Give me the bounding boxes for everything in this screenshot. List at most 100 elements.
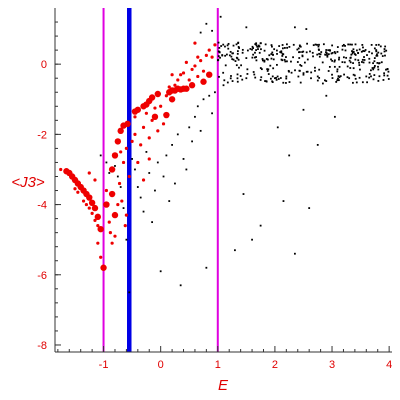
data-point [294,69,296,72]
data-point [144,111,148,115]
data-point [327,49,330,52]
data-point [257,44,260,47]
data-point [271,81,274,84]
data-point [246,49,249,52]
data-point [353,74,356,77]
data-point [373,66,376,69]
data-point [185,168,188,171]
data-point [283,58,286,61]
data-point [348,77,351,80]
data-point [270,44,273,46]
data-point [370,69,372,72]
data-point [336,70,339,73]
data-point [347,43,350,46]
data-point [222,71,225,74]
data-point [343,61,346,64]
data-point [302,72,305,75]
data-point [163,111,170,119]
data-point [302,73,305,76]
data-point [297,47,300,50]
x-tick-label: 1 [215,359,221,371]
data-point [217,59,220,61]
data-point [273,48,276,51]
data-point [279,77,282,79]
data-point [333,65,336,68]
data-point [380,52,383,55]
data-point [136,160,140,165]
data-point [108,172,111,174]
data-point [342,43,345,46]
data-point [280,50,283,53]
data-point [387,70,390,73]
data-point [292,56,294,59]
data-point [376,53,378,56]
data-point [251,56,254,59]
data-point [300,64,303,67]
data-point [252,71,255,73]
data-point [288,46,291,48]
vertical-lines [102,8,219,352]
data-point [258,51,261,54]
data-point [232,58,235,61]
data-point [108,190,116,198]
data-point [303,61,306,64]
data-point [298,51,300,54]
data-point [361,58,364,61]
y-tick-label: -2 [37,129,47,141]
data-point [375,44,378,46]
data-point [117,181,122,186]
data-point [208,94,211,97]
data-point [108,166,116,173]
data-point [246,73,249,75]
data-point [196,74,200,79]
data-point [321,61,324,64]
data-point [231,58,234,61]
data-point [188,82,196,89]
data-point [330,52,333,55]
data-point [156,161,159,164]
data-point [314,69,316,72]
data-point [108,231,113,235]
data-point [279,51,282,53]
data-point [318,77,321,79]
data-point [134,106,142,113]
data-point [269,77,272,80]
data-point [331,73,333,76]
data-point [379,45,382,48]
data-point [326,54,329,57]
data-point [255,49,257,51]
data-point [290,71,293,74]
data-point [117,127,124,135]
data-point [346,76,349,79]
data-point [357,59,360,62]
data-point [219,15,222,18]
data-point [105,161,108,164]
data-point [338,56,341,59]
data-point [383,50,386,53]
data-point [378,75,381,78]
data-point [354,58,357,61]
data-point [290,60,292,63]
x-tick-label: 3 [329,359,335,371]
data-point [336,46,339,48]
data-point [123,224,127,228]
data-point [355,81,358,84]
data-point [245,57,248,59]
data-point [264,43,267,46]
data-point [363,50,366,53]
data-point [205,266,208,269]
red-points [59,41,217,271]
data-point [349,67,352,69]
data-point [235,64,238,67]
x-tick-label: 2 [272,359,278,371]
data-point [334,52,337,55]
data-point [349,43,351,46]
data-point [384,45,387,48]
data-point [277,78,280,80]
data-point [162,175,165,178]
data-point [306,58,309,61]
black-points [99,15,390,294]
data-point [368,57,371,60]
data-point [331,52,334,54]
data-point [181,71,186,75]
